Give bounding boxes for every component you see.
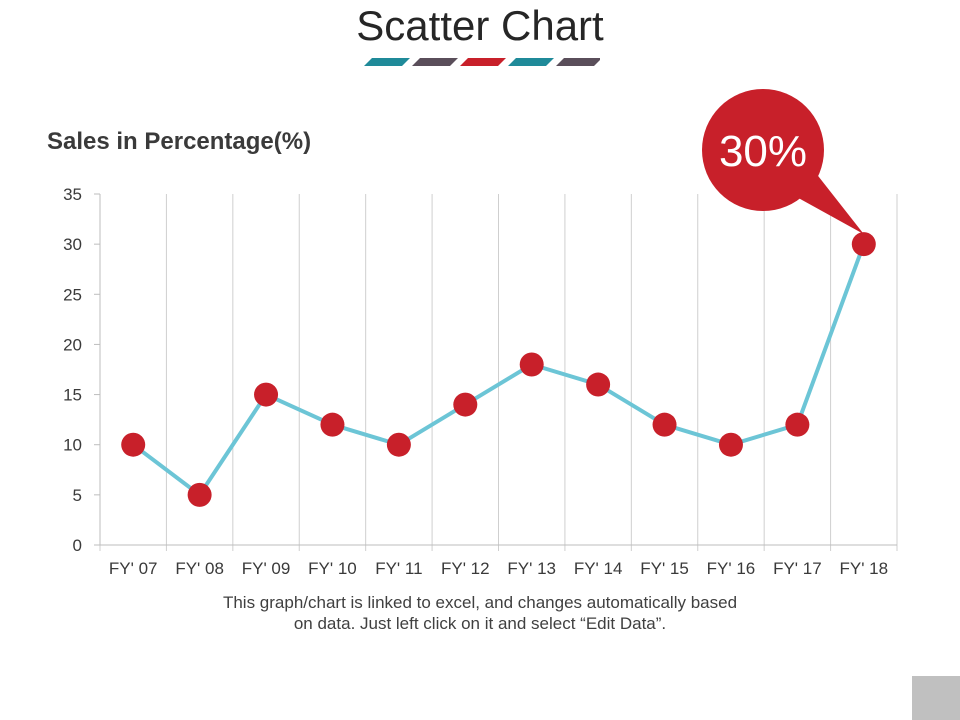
x-tick-label: FY' 12: [441, 559, 490, 578]
decoration-bar: [412, 58, 458, 66]
x-tick-label: FY' 15: [640, 559, 689, 578]
x-tick-label: FY' 14: [574, 559, 623, 578]
page-title: Scatter Chart: [356, 2, 604, 49]
y-tick-label: 30: [63, 235, 82, 254]
data-point: [785, 412, 810, 437]
data-point: [254, 382, 279, 407]
x-tick-label: FY' 11: [375, 559, 422, 578]
data-point: [718, 432, 743, 457]
x-tick-label: FY' 10: [308, 559, 357, 578]
data-point: [453, 392, 478, 417]
y-tick-label: 0: [73, 536, 82, 555]
caption-line-2: on data. Just left click on it and selec…: [293, 614, 667, 633]
decoration-bar: [508, 58, 554, 66]
decoration-bar: [556, 58, 600, 66]
callout-bubble: [702, 89, 824, 211]
x-tick-label: FY' 13: [507, 559, 556, 578]
y-tick-label: 25: [63, 285, 82, 304]
data-point: [851, 232, 876, 257]
x-tick-label: FY' 17: [773, 559, 822, 578]
y-tick-label: 20: [63, 335, 82, 354]
x-tick-label: FY' 09: [242, 559, 291, 578]
title-decoration: [364, 58, 600, 66]
data-point: [586, 372, 611, 397]
y-tick-label: 35: [63, 185, 82, 204]
x-tick-label: FY' 18: [839, 559, 888, 578]
decoration-bar: [460, 58, 506, 66]
x-tick-label: FY' 08: [175, 559, 224, 578]
corner-block: [912, 676, 960, 720]
data-point: [187, 482, 212, 507]
x-tick-label: FY' 07: [109, 559, 158, 578]
data-point: [519, 352, 544, 377]
data-point: [320, 412, 345, 437]
y-tick-label: 10: [63, 436, 82, 455]
y-tick-label: 15: [63, 386, 82, 405]
chart-title: Sales in Percentage(%): [47, 128, 312, 155]
decoration-bar: [364, 58, 410, 66]
data-point: [121, 432, 146, 457]
caption-line-1: This graph/chart is linked to excel, and…: [222, 593, 738, 612]
chart-caption: This graph/chart is linked to excel, and…: [0, 592, 960, 634]
callout-label: 30%: [719, 127, 807, 176]
data-point: [652, 412, 677, 437]
data-point: [386, 432, 411, 457]
y-tick-label: 5: [73, 486, 82, 505]
x-tick-label: FY' 16: [707, 559, 756, 578]
